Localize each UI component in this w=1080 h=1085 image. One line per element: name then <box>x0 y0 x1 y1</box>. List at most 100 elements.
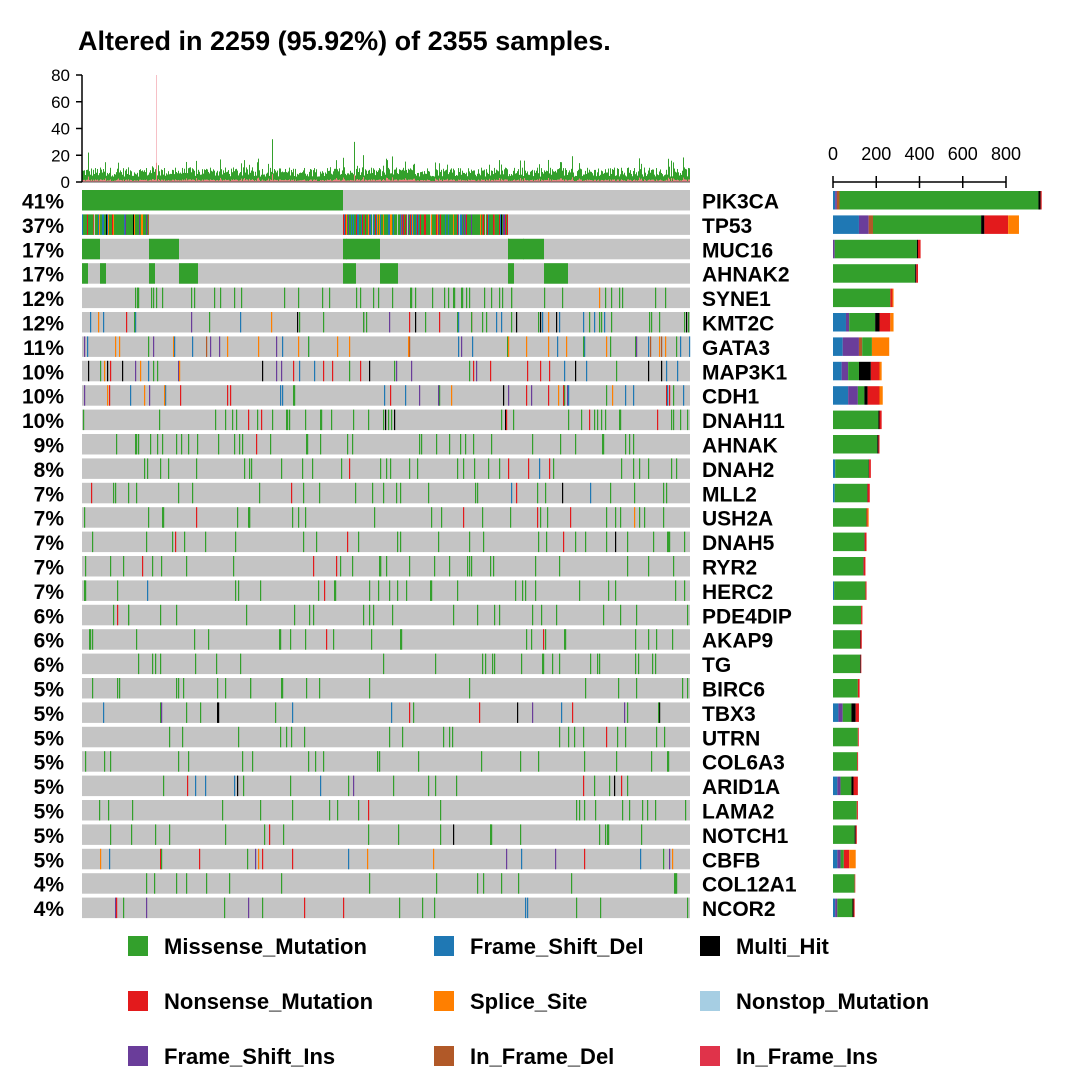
legend-label: Nonstop_Mutation <box>736 989 929 1014</box>
mutation-cell <box>358 800 359 821</box>
mutation-cell <box>379 751 380 772</box>
mutation-cell <box>100 849 101 870</box>
sample-bar <box>419 176 420 181</box>
sample-bar <box>98 175 99 181</box>
sample-bar <box>630 170 631 180</box>
sample-bar <box>329 171 330 180</box>
sample-bar <box>533 176 534 181</box>
sample-bar <box>576 176 577 181</box>
matrix-row-background <box>82 483 690 504</box>
sample-bar <box>311 170 312 180</box>
mutation-cell <box>464 214 465 235</box>
mutation-cell <box>102 214 103 235</box>
mutation-cell <box>349 458 350 479</box>
mutation-cell <box>399 898 400 919</box>
mutation-cell <box>153 288 154 309</box>
sample-bar-segment <box>405 178 406 182</box>
mutation-cell <box>152 654 153 675</box>
sample-bar <box>423 174 424 180</box>
mutation-cell <box>115 483 116 504</box>
mutation-cell <box>369 580 370 601</box>
sample-bar <box>255 172 256 180</box>
mutation-cell <box>176 605 177 626</box>
sample-bar <box>221 169 222 179</box>
mutation-cell <box>160 654 161 675</box>
mutation-cell <box>176 678 177 699</box>
sample-bar <box>461 175 462 181</box>
sample-bar <box>313 170 314 180</box>
mutation-cell <box>425 214 426 235</box>
mutation-cell <box>297 312 298 333</box>
gene-count-bar-segment <box>833 581 834 600</box>
sample-bar <box>437 170 438 180</box>
sample-bar <box>296 177 297 181</box>
mutation-cell <box>543 654 544 675</box>
sample-bar <box>203 174 204 181</box>
mutation-cell <box>82 214 83 235</box>
mutation-cell <box>505 214 506 235</box>
mutation-cell <box>568 410 569 431</box>
mutation-cell <box>370 214 371 235</box>
right-axis-tick-label: 800 <box>991 144 1021 164</box>
mutation-cell <box>633 385 634 406</box>
mutation-cell <box>210 336 211 357</box>
mutation-cell <box>435 654 436 675</box>
mutation-cell <box>113 483 114 504</box>
mutation-cell <box>205 776 206 797</box>
gene-count-bar-segment <box>842 362 848 381</box>
gene-count-bar-segment <box>855 825 856 844</box>
sample-bar <box>136 174 137 180</box>
sample-bar <box>527 171 528 180</box>
sample-bar <box>340 175 341 181</box>
mutation-cell <box>293 385 294 406</box>
mutation-cell <box>409 702 410 723</box>
mutation-cell <box>282 385 283 406</box>
sample-bar <box>503 174 504 180</box>
mutation-cell <box>434 898 435 919</box>
sample-bar <box>135 174 136 181</box>
sample-bar <box>258 159 259 178</box>
sample-bar <box>232 172 233 180</box>
mutation-cell <box>443 214 444 235</box>
sample-bar <box>529 175 530 181</box>
mutation-cell <box>422 214 423 235</box>
mutation-cell <box>625 727 626 748</box>
gene-count-bar-segment <box>833 752 857 771</box>
mutation-cell <box>566 336 567 357</box>
sample-bar <box>212 172 213 181</box>
mutation-cell <box>281 458 282 479</box>
mutation-cell <box>629 434 630 455</box>
legend-swatch <box>700 936 720 956</box>
mutation-cell <box>522 580 523 601</box>
mutation-cell <box>669 385 670 406</box>
mutation-cell <box>454 214 455 235</box>
mutation-cell <box>157 434 158 455</box>
sample-bar <box>269 176 270 181</box>
sample-bar <box>678 172 679 180</box>
gene-count-bar-segment <box>878 435 879 454</box>
sample-bar <box>538 173 539 180</box>
matrix-row-background <box>82 800 690 821</box>
mutation-cell <box>488 458 489 479</box>
mutation-cell <box>349 361 350 382</box>
gene-name-label: LAMA2 <box>702 801 774 824</box>
sample-bar <box>465 174 466 180</box>
sample-bar <box>441 170 442 180</box>
mutation-cell <box>422 898 423 919</box>
mutation-cell <box>597 410 598 431</box>
gene-count-bar-segment <box>879 313 890 332</box>
mutation-cell <box>562 288 563 309</box>
mutation-cell <box>440 214 441 235</box>
mutation-cell <box>417 214 418 235</box>
mutation-cell <box>363 312 364 333</box>
sample-bar <box>663 176 664 181</box>
mutation-cell <box>110 361 111 382</box>
mutation-cell <box>282 336 283 357</box>
sample-bar <box>370 173 371 180</box>
mutation-cell <box>477 605 478 626</box>
mutation-cell <box>618 678 619 699</box>
mutation-cell <box>499 458 500 479</box>
mutation-cell <box>416 214 417 235</box>
sample-bar-segment <box>88 177 89 182</box>
sample-bar <box>589 170 590 180</box>
